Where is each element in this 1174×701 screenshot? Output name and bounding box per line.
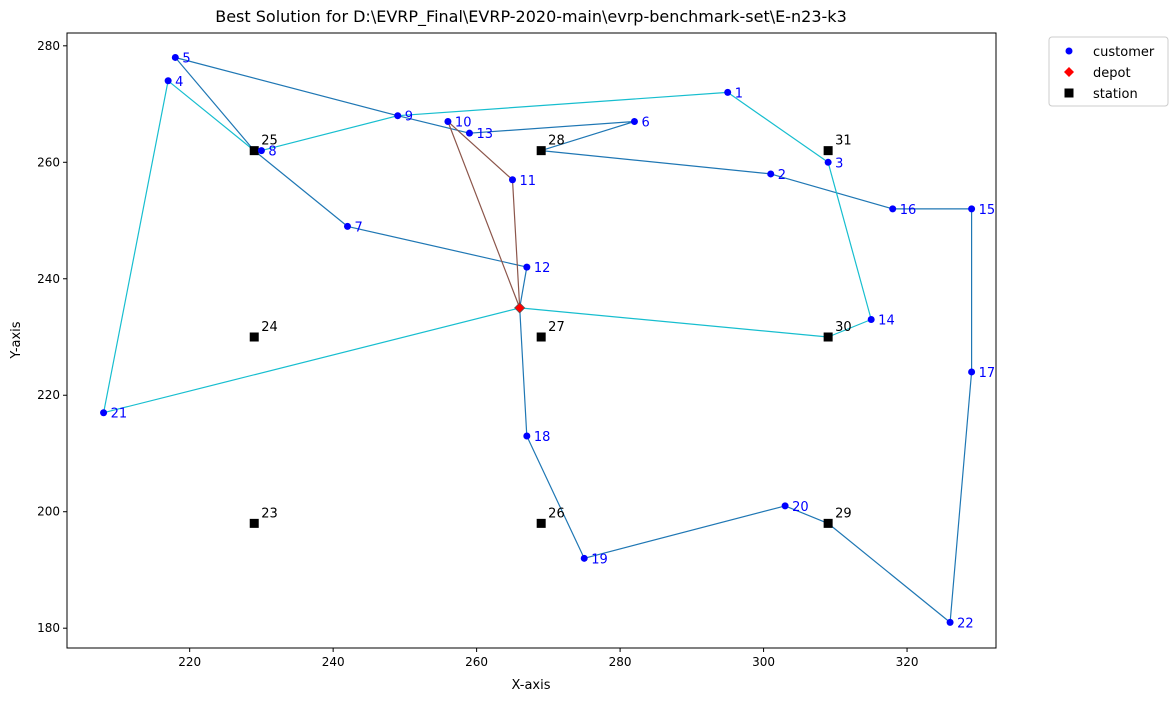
customer-marker	[164, 77, 172, 85]
customer-marker	[444, 118, 452, 126]
x-tick-label: 300	[752, 655, 775, 669]
station-marker	[249, 518, 259, 528]
x-tick-label: 320	[896, 655, 919, 669]
customer-label: 15	[979, 203, 996, 218]
legend-box	[1048, 36, 1169, 107]
station-marker	[536, 146, 546, 156]
x-axis-label: X-axis	[512, 678, 551, 693]
customer-label: 3	[835, 156, 843, 171]
customer-marker	[946, 618, 954, 626]
customer-marker	[767, 170, 775, 178]
customer-marker	[465, 129, 473, 137]
station-label: 30	[835, 320, 852, 335]
route-line	[447, 120, 521, 309]
customer-label: 4	[175, 75, 183, 90]
customer-label: 19	[591, 552, 608, 567]
customer-marker	[523, 263, 531, 271]
station-label: 25	[261, 134, 278, 149]
customer-marker	[630, 118, 638, 126]
station-marker	[536, 332, 546, 342]
customer-label: 7	[354, 220, 362, 235]
station-marker	[823, 332, 833, 342]
x-tick-label: 220	[178, 655, 201, 669]
chart-title: Best Solution for D:\EVRP_Final\EVRP-202…	[215, 7, 847, 27]
station-marker	[823, 146, 833, 156]
legend-depot-marker	[1064, 67, 1074, 77]
customer-marker	[257, 147, 265, 155]
y-tick-label: 180	[37, 621, 60, 635]
y-tick-label: 220	[37, 388, 60, 402]
customer-label: 17	[979, 366, 996, 381]
x-axis: 220 240 260 280 300 320	[178, 648, 918, 669]
customer-marker	[580, 554, 588, 562]
legend-label: station	[1093, 87, 1138, 102]
customer-label: 10	[455, 116, 472, 131]
y-axis-label: Y-axis	[9, 321, 24, 359]
customer-label: 6	[641, 116, 649, 131]
station-label: 26	[548, 506, 565, 521]
customer-marker	[100, 409, 108, 417]
legend-label: customer	[1093, 45, 1155, 60]
customer-label: 9	[405, 110, 413, 125]
customer-marker	[343, 222, 351, 230]
customer-marker	[968, 205, 976, 213]
legend: customer depot station	[1048, 36, 1169, 107]
customer-label: 13	[476, 127, 493, 142]
legend-station-marker	[1064, 88, 1074, 98]
customer-marker	[394, 112, 402, 120]
y-tick-label: 240	[37, 272, 60, 286]
depot-marker-group	[514, 302, 526, 314]
customer-marker	[171, 53, 179, 61]
customer-marker	[724, 88, 732, 96]
customer-label: 11	[519, 174, 536, 189]
legend-label: depot	[1093, 66, 1131, 81]
station-label: 31	[835, 134, 852, 149]
x-tick-label: 260	[465, 655, 488, 669]
y-tick-label: 200	[37, 505, 60, 519]
station-label: 28	[548, 134, 565, 149]
customer-marker	[867, 316, 875, 324]
customer-label: 12	[534, 261, 551, 276]
plot-area	[66, 32, 997, 649]
station-marker	[536, 518, 546, 528]
customer-marker	[824, 158, 832, 166]
customer-marker	[508, 176, 516, 184]
customer-label: 14	[878, 314, 895, 329]
customer-marker	[889, 205, 897, 213]
customer-label: 1	[735, 86, 743, 101]
y-tick-label: 260	[37, 155, 60, 169]
customer-label: 5	[182, 51, 190, 66]
customer-label: 20	[792, 500, 809, 515]
x-tick-label: 280	[609, 655, 632, 669]
customer-marker	[968, 368, 976, 376]
station-label: 23	[261, 506, 278, 521]
depot-marker	[514, 302, 526, 314]
station-marker	[249, 332, 259, 342]
customer-label: 22	[957, 616, 974, 631]
station-label: 24	[261, 320, 278, 335]
y-axis: 180 200 220 240 260 280	[37, 39, 67, 635]
customer-label: 2	[778, 168, 786, 183]
customer-label: 8	[268, 145, 276, 160]
customer-marker	[781, 502, 789, 510]
customer-label: 18	[534, 430, 551, 445]
station-marker	[249, 146, 259, 156]
customer-marker	[523, 432, 531, 440]
station-label: 27	[548, 320, 565, 335]
station-marker	[823, 518, 833, 528]
x-tick-label: 240	[322, 655, 345, 669]
y-tick-label: 280	[37, 39, 60, 53]
customer-label: 21	[111, 407, 128, 422]
legend-customer-marker	[1065, 47, 1073, 55]
customer-label: 16	[900, 203, 917, 218]
station-label: 29	[835, 506, 852, 521]
